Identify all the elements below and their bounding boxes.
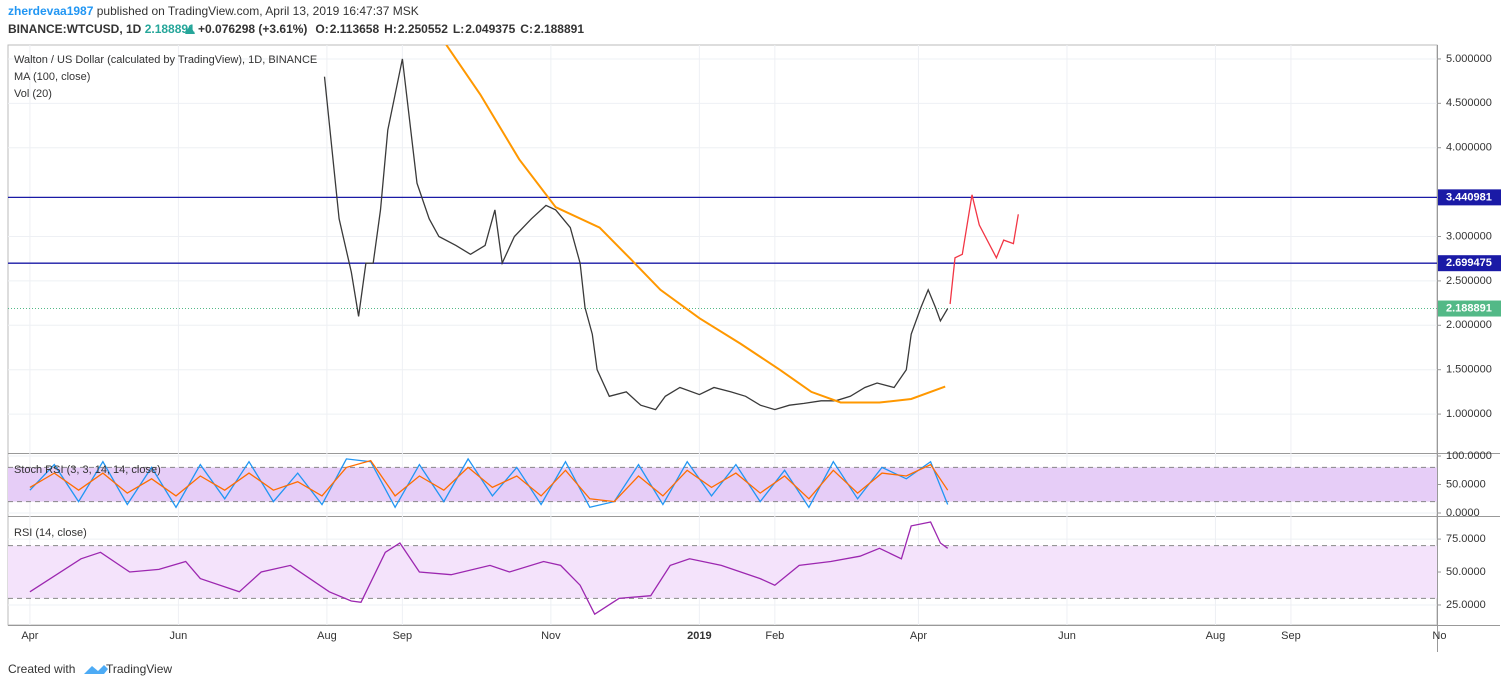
y-tick-label: 50.0000: [1446, 478, 1486, 490]
header: zherdevaa1987 published on TradingView.c…: [8, 4, 584, 36]
y-tick-label: 75.0000: [1446, 533, 1486, 545]
y-tick-label: 2.500000: [1446, 275, 1492, 287]
y-tick-label: 5.000000: [1446, 53, 1492, 65]
series-line: [29, 457, 949, 509]
y-tick-label: 1.500000: [1446, 364, 1492, 376]
ohlc-key: C:: [520, 22, 533, 36]
y-tick-label: 0.0000: [1446, 507, 1480, 519]
y-tick-label: 50.0000: [1446, 566, 1486, 578]
plot-frame: [7, 44, 1438, 626]
change: +0.076298 (+3.61%): [198, 22, 307, 36]
x-tick-label: Nov: [541, 630, 561, 642]
x-tick-label: Apr: [910, 630, 927, 642]
y-tick-label: 25.0000: [1446, 599, 1486, 611]
ohlc: O: 2.113658 H: 2.250552 L: 2.049375 C: 2.188891: [315, 22, 584, 36]
y-tick-label: 4.000000: [1446, 142, 1492, 154]
series-line: [29, 459, 949, 503]
series-line: [323, 58, 949, 411]
brand[interactable]: TradingView: [106, 662, 172, 676]
x-tick-label: Jun: [1058, 630, 1076, 642]
level-label: 2.699475: [1446, 257, 1492, 269]
series-line: [445, 45, 946, 404]
logo: [84, 665, 108, 674]
ohlc-value: 2.049375: [465, 22, 515, 36]
pane-title: RSI (14, close): [14, 527, 87, 539]
y-tick-label: 3.000000: [1446, 230, 1492, 242]
x-tick-label: Jun: [170, 630, 188, 642]
band: [8, 467, 1437, 502]
y-tick-label: 2.000000: [1446, 319, 1492, 331]
x-tick-label: Sep: [1281, 630, 1301, 642]
x-tick-label: Apr: [21, 630, 38, 642]
ohlc-key: H:: [384, 22, 397, 36]
x-tick-label: Feb: [765, 630, 784, 642]
pane-title: Stoch RSI (3, 3, 14, 14, close): [14, 464, 161, 476]
level-label: 3.440981: [1446, 191, 1492, 203]
level-label-bg: [1438, 255, 1501, 272]
axes: Apr Jun Aug Sep Nov 2019 Feb Apr Jun Aug Sep No 5.00…: [14, 53, 1501, 642]
ohlc-key: L:: [453, 22, 464, 36]
volume-label: Vol (20): [14, 88, 52, 100]
pane-title: Walton / US Dollar (calculated by Tradin…: [14, 54, 317, 66]
series-line: [949, 194, 1019, 305]
series-line: [29, 521, 949, 616]
y-tick-label: 4.500000: [1446, 97, 1492, 109]
x-tick-label: Aug: [317, 630, 337, 642]
last-price-label: 2.188891: [1446, 302, 1492, 314]
bands: [8, 466, 1437, 599]
legend-entry: MA (100, close): [14, 71, 90, 83]
header-line: zherdevaa1987 published on TradingView.c…: [8, 4, 419, 18]
footer-text: Created with: [8, 662, 75, 676]
x-tick-label: Aug: [1206, 630, 1226, 642]
author[interactable]: zherdevaa1987: [8, 4, 94, 18]
x-tick-label: No: [1432, 630, 1446, 642]
up-arrow: [185, 25, 195, 34]
ohlc-key: O:: [315, 22, 328, 36]
footer: Created with TradingView: [8, 662, 172, 676]
symbol: BINANCE:WTCUSD, 1D: [8, 22, 142, 36]
price: 2.188891: [145, 22, 195, 36]
last-price-bg: [1438, 300, 1501, 317]
x-tick-label: Sep: [393, 630, 413, 642]
ohlc-value: 2.113658: [330, 22, 380, 36]
x-tick-label: 2019: [687, 630, 711, 642]
band: [8, 545, 1437, 599]
y-tick-label: 100.0000: [1446, 450, 1492, 462]
y-tick-label: 1.000000: [1446, 408, 1492, 420]
background: [7, 44, 1500, 652]
ohlc-value: 2.188891: [534, 22, 584, 36]
symbol-line: BINANCE:WTCUSD, 1D 2.188891: [8, 22, 195, 36]
level-label-bg: [1438, 189, 1501, 206]
lines: [8, 45, 1437, 616]
published: published on TradingView.com, April 13, …: [97, 4, 419, 18]
ohlc-value: 2.250552: [398, 22, 448, 36]
